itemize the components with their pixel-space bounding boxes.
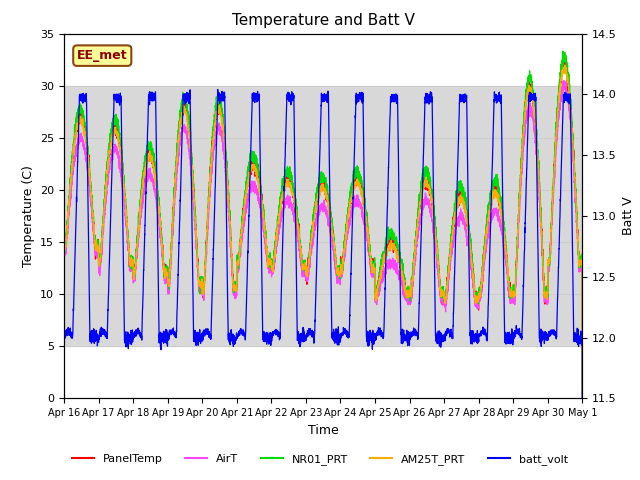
Bar — [64, 86, 582, 346]
X-axis label: Time: Time — [308, 424, 339, 437]
Legend: PanelTemp, AirT, NR01_PRT, AM25T_PRT, batt_volt: PanelTemp, AirT, NR01_PRT, AM25T_PRT, ba… — [68, 450, 572, 469]
Title: Temperature and Batt V: Temperature and Batt V — [232, 13, 415, 28]
Y-axis label: Temperature (C): Temperature (C) — [22, 165, 35, 267]
Text: EE_met: EE_met — [77, 49, 127, 62]
Y-axis label: Batt V: Batt V — [623, 197, 636, 235]
